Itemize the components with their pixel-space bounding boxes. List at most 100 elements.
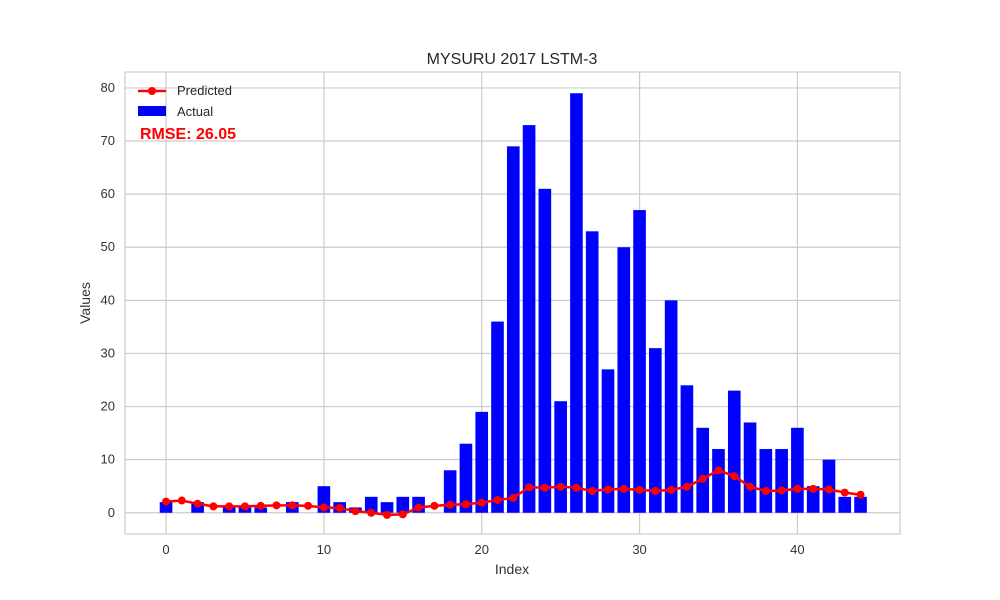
actual-bar (633, 210, 646, 513)
actual-bar (380, 502, 394, 513)
legend-actual-label: Actual (177, 104, 213, 119)
predicted-point (824, 485, 833, 494)
actual-bar (759, 449, 773, 513)
actual-bar (775, 449, 788, 513)
actual-bar (443, 470, 457, 513)
y-tick-label: 70 (101, 133, 115, 148)
actual-bar (806, 486, 820, 513)
actual-bar (554, 401, 567, 513)
x-tick-label: 10 (317, 542, 331, 557)
predicted-point (209, 502, 218, 511)
predicted-point (525, 483, 534, 492)
predicted-point (572, 483, 581, 492)
y-tick-label: 10 (101, 452, 115, 467)
predicted-point (840, 488, 849, 497)
predicted-point (588, 486, 597, 495)
actual-bar (585, 231, 599, 513)
predicted-point (193, 499, 202, 508)
y-tick-label: 80 (101, 80, 115, 95)
predicted-point (556, 482, 565, 491)
actual-bar (159, 502, 173, 513)
actual-bar (475, 411, 489, 513)
y-tick-label: 50 (101, 239, 115, 254)
predicted-point (477, 498, 486, 507)
predicted-point (383, 510, 392, 519)
predicted-point (304, 501, 313, 510)
chart-title: MYSURU 2017 LSTM-3 (427, 51, 598, 68)
y-tick-label: 0 (108, 505, 115, 520)
predicted-point (335, 503, 344, 512)
predicted-point (667, 485, 676, 494)
actual-bar (522, 125, 536, 513)
predicted-point (414, 503, 423, 512)
predicted-point (714, 466, 723, 475)
predicted-point (698, 474, 707, 483)
actual-bar (712, 449, 725, 513)
actual-bar (506, 146, 520, 513)
predicted-point (240, 502, 249, 511)
actual-bar (854, 496, 867, 513)
predicted-point (730, 472, 739, 481)
y-tick-label: 20 (101, 399, 115, 414)
actual-bar (727, 390, 741, 513)
predicted-point (288, 501, 297, 510)
predicted-point (682, 482, 691, 491)
actual-bar (791, 427, 804, 513)
actual-bar (396, 496, 410, 513)
predicted-point (651, 486, 660, 495)
y-tick-label: 40 (101, 292, 115, 307)
predicted-point (461, 500, 470, 509)
y-tick-label: 60 (101, 186, 115, 201)
x-axis-label: Index (495, 561, 529, 577)
predicted-point (635, 485, 644, 494)
x-tick-label: 30 (632, 542, 646, 557)
actual-bar (570, 93, 583, 513)
actual-bar (459, 443, 473, 513)
predicted-point (761, 486, 770, 495)
predicted-point (398, 510, 407, 519)
predicted-point (509, 493, 518, 502)
predicted-point (809, 484, 818, 493)
plot-frame (124, 71, 901, 535)
predicted-line (162, 466, 865, 519)
predicted-point (746, 482, 755, 491)
predicted-point (430, 501, 439, 510)
tick-labels: 0 10 20 30 40 0 10 20 30 40 50 60 70 80 (101, 80, 805, 557)
actual-bar (649, 348, 662, 513)
actual-bar (838, 496, 852, 513)
predicted-point (446, 500, 455, 509)
predicted-point (856, 490, 865, 499)
x-tick-label: 20 (474, 542, 488, 557)
actual-bar (617, 247, 631, 513)
legend-predicted-marker-icon (148, 87, 156, 95)
rmse-annotation: RMSE: 26.05 (140, 126, 236, 143)
actual-bar (696, 427, 710, 513)
predicted-point (177, 496, 186, 505)
actual-bar (364, 496, 378, 513)
predicted-point (619, 484, 628, 493)
x-tick-label: 0 (162, 542, 169, 557)
predicted-point (272, 501, 281, 510)
x-tick-label: 40 (790, 542, 804, 557)
predicted-point (351, 507, 360, 516)
legend: Predicted Actual (138, 83, 232, 119)
predicted-point (603, 485, 612, 494)
actual-bar (491, 321, 504, 513)
predicted-point (793, 484, 802, 493)
predicted-point (225, 502, 234, 511)
y-axis-label: Values (77, 282, 93, 324)
actual-bar (601, 369, 615, 513)
actual-bar (743, 422, 757, 513)
actual-bar (664, 300, 678, 513)
predicted-point (162, 497, 171, 506)
predicted-point (493, 496, 502, 505)
predicted-point (319, 503, 328, 512)
predicted-point (256, 501, 265, 510)
predicted-point (540, 483, 549, 492)
actual-bar (254, 507, 268, 513)
predicted-point (777, 486, 786, 495)
y-tick-label: 30 (101, 345, 115, 360)
legend-actual-swatch-icon (138, 106, 166, 116)
actual-bar (538, 188, 552, 513)
